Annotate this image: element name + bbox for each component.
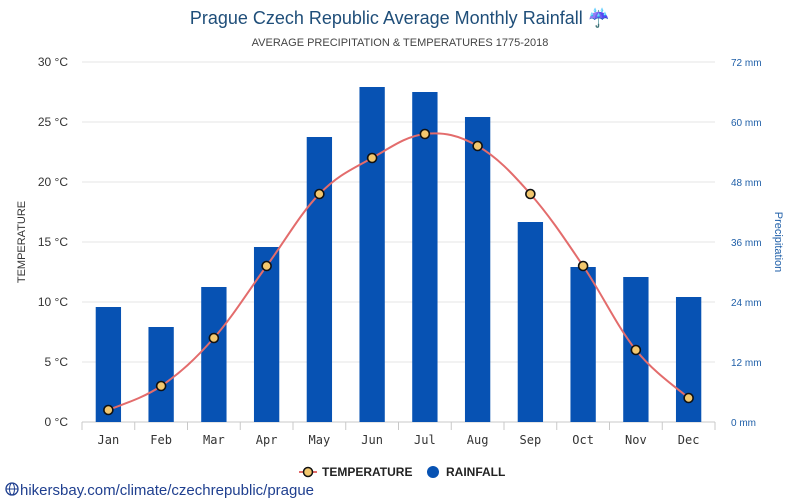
rainfall-bar[interactable]: [306, 137, 333, 422]
temperature-point[interactable]: [683, 392, 694, 404]
legend-item-temperature[interactable]: TEMPERATURE: [299, 465, 412, 479]
x-tick-label: Apr: [256, 433, 278, 447]
temperature-point[interactable]: [261, 260, 272, 272]
rainfall-bar[interactable]: [412, 92, 438, 422]
temperature-point[interactable]: [577, 260, 589, 272]
right-tick-label: 12 mm: [731, 358, 762, 369]
x-tick-label: Aug: [467, 433, 489, 447]
temperature-point[interactable]: [472, 140, 483, 152]
rainfall-bar[interactable]: [148, 327, 174, 422]
right-tick-label: 60 mm: [731, 118, 762, 129]
left-tick-label: 0 °C: [45, 415, 69, 429]
x-tick-label: Jun: [361, 433, 383, 447]
x-tick-label: Jan: [98, 433, 120, 447]
right-axis-ticks: 0 mm 12 mm 24 mm 36 mm 48 mm 60 mm 72 mm: [731, 58, 762, 429]
left-tick-label: 15 °C: [38, 235, 68, 249]
right-tick-label: 36 mm: [731, 238, 762, 249]
temperature-line: [103, 128, 694, 416]
x-tick-label: Oct: [572, 433, 594, 447]
legend-item-rainfall[interactable]: RAINFALL: [427, 465, 505, 479]
temperature-point[interactable]: [366, 152, 378, 164]
temperature-curve: [107, 132, 690, 411]
chart-title: Prague Czech Republic Average Monthly Ra…: [190, 7, 610, 28]
temperature-point[interactable]: [208, 332, 220, 344]
umbrella-icon: ☔: [588, 7, 610, 28]
right-tick-label: 72 mm: [731, 58, 762, 69]
temperature-point[interactable]: [155, 380, 167, 392]
globe-icon: [5, 482, 19, 496]
rainfall-bar[interactable]: [517, 222, 544, 422]
left-tick-label: 25 °C: [38, 115, 68, 129]
left-tick-label: 30 °C: [38, 55, 68, 69]
x-tick-label: Feb: [150, 433, 172, 447]
source-link[interactable]: hikersbay.com/climate/czechrepublic/prag…: [5, 482, 314, 499]
rainfall-bars: [95, 87, 702, 422]
right-axis-title: Precipitation: [772, 212, 784, 273]
x-axis: Jan Feb Mar Apr May Jun Jul Aug Sep Oct Nov Dec: [81, 422, 716, 447]
x-tick-label: May: [309, 433, 331, 447]
right-tick-label: 0 mm: [731, 418, 756, 429]
rainfall-bar[interactable]: [359, 87, 385, 422]
temperature-point[interactable]: [630, 344, 642, 356]
x-tick-label: Jul: [414, 433, 436, 447]
right-tick-label: 24 mm: [731, 298, 762, 309]
legend-temperature-label: TEMPERATURE: [322, 465, 412, 479]
left-axis-ticks: 0 °C 5 °C 10 °C 15 °C 20 °C 25 °C 30 °C: [38, 55, 68, 429]
x-tick-label: Sep: [520, 433, 542, 447]
rainfall-bar[interactable]: [95, 307, 122, 422]
legend: TEMPERATURE RAINFALL: [299, 465, 505, 479]
rainfall-bar[interactable]: [570, 267, 596, 422]
left-axis-title: TEMPERATURE: [16, 201, 28, 283]
left-tick-label: 20 °C: [38, 175, 68, 189]
left-tick-label: 10 °C: [38, 295, 68, 309]
chart-subtitle: AVERAGE PRECIPITATION & TEMPERATURES 177…: [252, 37, 549, 49]
temperature-point[interactable]: [525, 188, 536, 200]
temperature-point[interactable]: [103, 404, 114, 416]
left-tick-label: 5 °C: [45, 355, 69, 369]
x-tick-label: Mar: [203, 433, 225, 447]
rainfall-bar[interactable]: [201, 287, 227, 422]
legend-rainfall-marker: [427, 466, 439, 478]
legend-temperature-marker: [302, 466, 314, 478]
right-tick-label: 48 mm: [731, 178, 762, 189]
temperature-point[interactable]: [419, 128, 431, 140]
source-url: hikersbay.com/climate/czechrepublic/prag…: [20, 482, 314, 499]
x-tick-label: Dec: [678, 433, 700, 447]
grid-lines: [82, 61, 715, 423]
x-tick-label: Nov: [625, 433, 647, 447]
temperature-point[interactable]: [314, 188, 325, 200]
rainfall-bar[interactable]: [464, 117, 491, 422]
legend-rainfall-label: RAINFALL: [446, 465, 505, 479]
rainfall-bar[interactable]: [253, 247, 280, 422]
